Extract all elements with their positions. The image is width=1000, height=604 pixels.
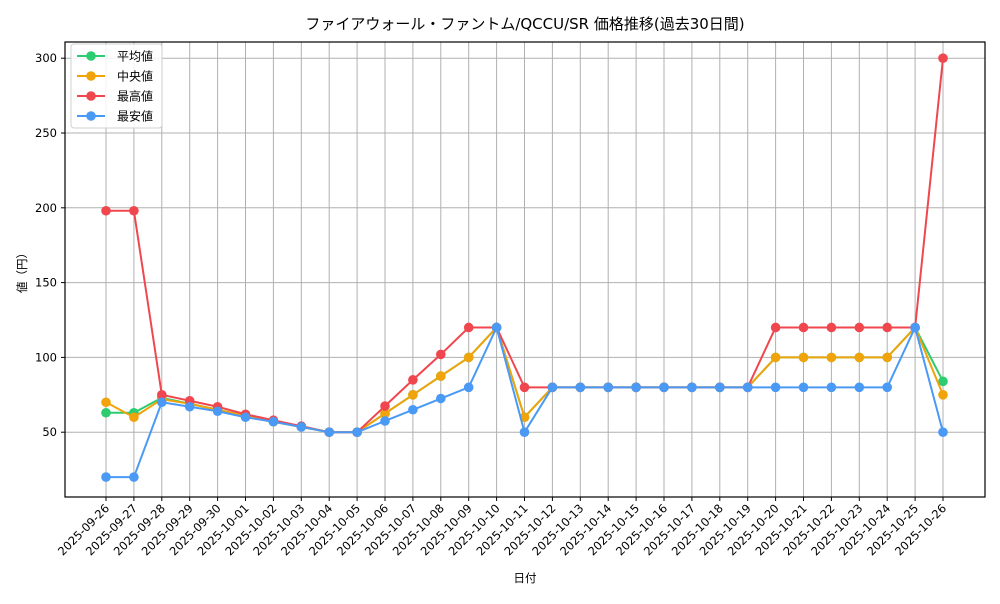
data-point-marker xyxy=(547,382,558,393)
y-tick-label: 100 xyxy=(35,350,57,364)
data-point-marker xyxy=(938,53,948,63)
data-point-marker xyxy=(463,382,474,393)
data-point-marker xyxy=(324,427,335,438)
data-point-marker xyxy=(631,382,641,393)
data-point-marker xyxy=(882,352,892,363)
data-point-marker xyxy=(129,412,139,423)
data-point-marker xyxy=(157,390,167,400)
data-point-marker xyxy=(854,322,865,333)
data-point-marker xyxy=(603,382,613,393)
legend-marker-icon xyxy=(86,111,96,121)
data-point-marker xyxy=(938,427,948,438)
legend-label: 最安値 xyxy=(117,109,153,124)
legend-marker-icon xyxy=(86,51,96,61)
data-point-marker xyxy=(826,382,837,393)
data-point-marker xyxy=(240,412,251,423)
legend-box xyxy=(70,43,163,129)
data-point-marker xyxy=(491,322,502,333)
data-point-marker xyxy=(436,349,446,360)
data-point-marker xyxy=(101,407,111,418)
data-point-marker xyxy=(770,322,781,333)
legend-marker-icon xyxy=(86,71,96,81)
legend-label: 平均値 xyxy=(117,49,153,64)
series-最安値 xyxy=(101,322,948,482)
data-point-marker xyxy=(826,352,837,363)
data-point-marker xyxy=(463,352,474,363)
data-point-marker xyxy=(798,322,809,333)
data-point-marker xyxy=(408,390,418,400)
legend-item: 平均値 xyxy=(77,49,153,64)
data-point-marker xyxy=(352,427,362,438)
data-point-marker xyxy=(826,322,837,333)
legend-item: 中央値 xyxy=(77,69,153,84)
legend-label: 最高値 xyxy=(117,89,153,104)
data-point-marker xyxy=(101,472,111,482)
y-tick-label: 50 xyxy=(42,425,57,439)
data-point-marker xyxy=(519,382,530,393)
data-point-marker xyxy=(129,205,139,216)
data-point-marker xyxy=(854,352,865,363)
data-point-marker xyxy=(129,472,139,482)
chart-title: ファイアウォール・ファントム/QCCU/SR 価格推移(過去30日間) xyxy=(305,15,744,33)
y-tick-label: 300 xyxy=(35,51,57,65)
data-point-marker xyxy=(742,382,753,393)
data-point-marker xyxy=(380,416,390,426)
data-point-marker xyxy=(380,408,390,419)
legend-marker-icon xyxy=(86,91,96,101)
data-point-marker xyxy=(882,322,892,333)
data-point-marker xyxy=(436,371,446,381)
data-point-marker xyxy=(938,376,948,387)
data-point-marker xyxy=(798,382,809,393)
y-tick-label: 250 xyxy=(35,126,57,140)
data-point-marker xyxy=(770,382,781,393)
data-point-marker xyxy=(687,382,697,393)
data-point-marker xyxy=(910,322,920,333)
data-point-marker xyxy=(268,416,279,427)
data-point-marker xyxy=(436,393,446,404)
data-point-marker xyxy=(101,397,111,408)
y-axis-ticks: 50 100 150 200 250 300 xyxy=(35,51,65,439)
data-point-marker xyxy=(101,205,111,216)
series-layer xyxy=(101,53,948,482)
data-point-marker xyxy=(575,382,586,393)
data-point-marker xyxy=(296,422,307,432)
x-axis-label: 日付 xyxy=(514,571,537,585)
data-point-marker xyxy=(854,382,865,393)
data-point-marker xyxy=(798,352,809,363)
legend-item: 最高値 xyxy=(77,89,153,104)
x-axis-ticks: 2025-09-262025-09-272025-09-282025-09-29… xyxy=(55,497,949,558)
data-point-marker xyxy=(463,322,474,333)
data-point-marker xyxy=(659,382,669,393)
data-point-marker xyxy=(715,382,725,393)
y-tick-label: 150 xyxy=(35,276,57,290)
legend-label: 中央値 xyxy=(117,69,153,84)
legend-item: 最安値 xyxy=(77,109,153,124)
data-point-marker xyxy=(408,404,418,415)
data-point-marker xyxy=(770,352,781,363)
data-point-marker xyxy=(938,390,948,400)
data-point-marker xyxy=(519,427,530,438)
grid-lines xyxy=(65,42,985,497)
data-point-marker xyxy=(157,397,167,408)
data-point-marker xyxy=(184,401,195,412)
data-point-marker xyxy=(212,406,223,417)
data-point-marker xyxy=(408,375,418,385)
y-tick-label: 200 xyxy=(35,201,57,215)
y-axis-label: 値（円） xyxy=(15,247,29,293)
data-point-marker xyxy=(380,401,390,411)
data-point-marker xyxy=(882,382,892,393)
